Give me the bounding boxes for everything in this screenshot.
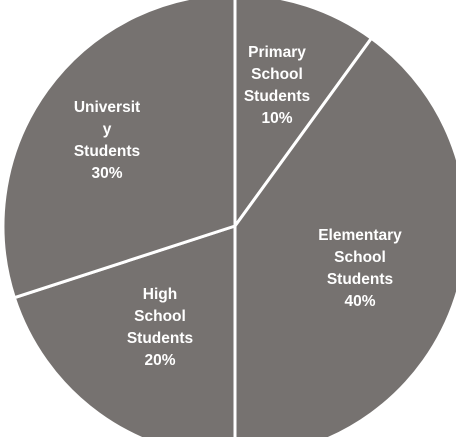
slice-percent-label: 40%: [344, 293, 375, 310]
slice-label-line: Students: [244, 88, 310, 105]
slice-label-line: Universit: [74, 99, 140, 116]
slice-label-elementary-school-students: Elementary School Students 40%: [318, 227, 402, 310]
slice-label-line: Elementary: [318, 227, 402, 244]
slice-label-line: y: [103, 121, 112, 138]
slice-label-line: High: [143, 286, 177, 303]
slice-label-primary-school-students: Primary School Students 10%: [244, 44, 310, 127]
slice-label-line: School: [134, 308, 186, 325]
slice-label-line: Students: [74, 143, 140, 160]
slice-label-university-students: Universit y Students 30%: [74, 99, 140, 182]
slice-label-line: School: [334, 249, 386, 266]
slice-label-line: Students: [127, 330, 193, 347]
slice-label-line: Students: [327, 271, 393, 288]
slice-label-high-school-students: High School Students 20%: [127, 286, 193, 369]
pie-slice-primary-school-students: [233, 0, 374, 231]
slice-percent-label: 20%: [144, 352, 175, 369]
pie-labels: Primary School Students 10% Elementary School…: [74, 44, 402, 369]
slice-label-line: School: [251, 66, 303, 83]
slice-percent-label: 30%: [91, 165, 122, 182]
slice-percent-label: 10%: [261, 110, 292, 127]
slice-label-line: Primary: [248, 44, 306, 61]
pie-slice-university-students: [1, 0, 237, 300]
